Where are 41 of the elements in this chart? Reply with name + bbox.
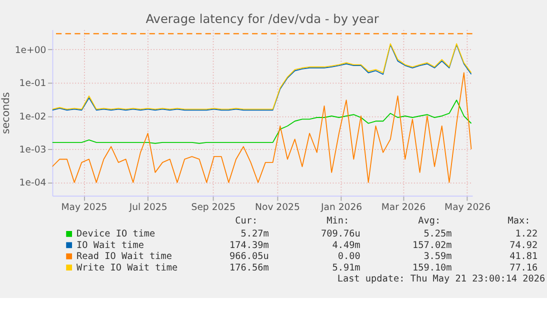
- x-tick-label: Jul 2025: [128, 202, 168, 214]
- x-tick-label: Jan 2026: [320, 202, 362, 214]
- text: Last update: Thu May 21 23:00:14 2026: [337, 274, 546, 285]
- text: 176.56m: [230, 262, 270, 274]
- text: 157.02m: [412, 240, 452, 251]
- y-tick-label: 1e-01: [19, 78, 46, 90]
- y-tick-label: 1e+00: [14, 44, 46, 56]
- legend-label: Device IO time: [76, 228, 156, 240]
- text: Max:: [508, 216, 530, 227]
- text: 174.39m: [230, 240, 270, 251]
- y-tick-label: 1e-03: [19, 144, 46, 156]
- text: 5.91m: [332, 262, 361, 274]
- text: 5.27m: [240, 228, 270, 240]
- legend-label: Read IO Wait time: [76, 251, 172, 262]
- x-tick-label: Mar 2026: [381, 202, 426, 214]
- line-series: [52, 72, 472, 183]
- y-tick-label: 1e-02: [19, 111, 46, 122]
- y-axis-title: seconds: [0, 92, 12, 134]
- text: 1.22: [515, 228, 538, 240]
- y-tick-label: 1e-04: [19, 178, 46, 189]
- legend-label: IO Wait time: [76, 240, 144, 251]
- text: Avg:: [418, 216, 441, 227]
- x-tick-label: May 2026: [444, 202, 491, 214]
- legend-label: Write IO Wait time: [76, 262, 178, 274]
- text: 3.59m: [424, 251, 452, 262]
- text: Cur:: [235, 216, 258, 227]
- text: 709.76u: [321, 228, 360, 240]
- x-tick-label: May 2025: [61, 202, 108, 214]
- text: 77.16: [510, 262, 538, 274]
- text: 0.00: [338, 251, 361, 262]
- text: 159.10m: [412, 262, 452, 274]
- chart-title: Average latency for /dev/vda - by year: [146, 12, 379, 26]
- text: 5.25m: [424, 228, 452, 240]
- text: 4.49m: [332, 240, 361, 251]
- x-tick-label: Nov 2025: [255, 202, 300, 214]
- text: Min:: [326, 216, 350, 227]
- x-tick-label: Sep 2025: [191, 202, 236, 214]
- text: 74.92: [510, 240, 538, 251]
- line-series: [52, 100, 472, 144]
- text: 41.81: [510, 251, 538, 262]
- text: 966.05u: [230, 251, 269, 262]
